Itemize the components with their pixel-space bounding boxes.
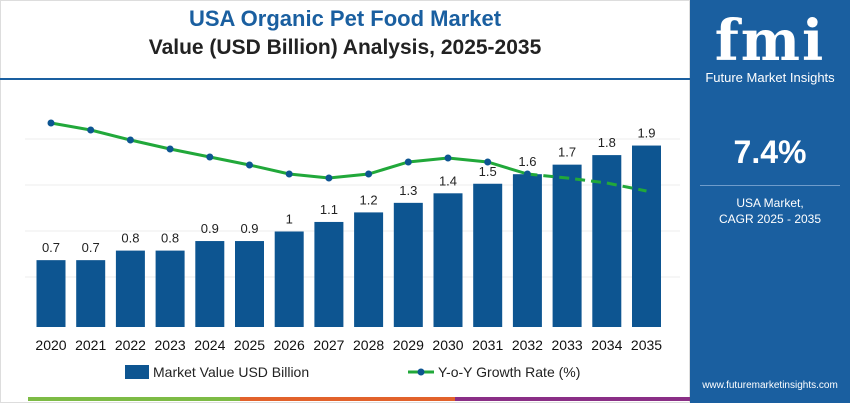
bar-value-label: 0.7 <box>42 240 60 255</box>
footer-stripe-green <box>28 397 240 401</box>
bar-value-label: 0.9 <box>201 221 219 236</box>
bar <box>76 260 106 327</box>
bar <box>354 212 384 327</box>
bar-value-label: 1.1 <box>320 202 338 217</box>
bar-value-label: 0.7 <box>82 240 100 255</box>
legend-bar-swatch <box>125 365 149 379</box>
footer-stripe-purple <box>455 397 690 401</box>
growth-line <box>50 121 528 180</box>
growth-point <box>47 119 55 127</box>
x-tick-label: 2029 <box>393 337 424 353</box>
bar <box>512 174 542 327</box>
bar-value-label: 0.8 <box>121 231 139 246</box>
x-tick-label: 2030 <box>432 337 463 353</box>
bar <box>235 241 264 327</box>
growth-point <box>484 158 492 166</box>
bar <box>393 202 423 327</box>
growth-point <box>444 154 452 162</box>
bar-value-label: 1.7 <box>558 145 576 160</box>
x-tick-label: 2031 <box>472 337 503 353</box>
bar <box>632 145 661 327</box>
bar <box>155 250 185 327</box>
bar <box>115 250 145 327</box>
growth-point <box>325 174 333 182</box>
bar-value-label: 0.8 <box>161 231 179 246</box>
growth-point <box>166 145 174 153</box>
x-tick-label: 2026 <box>274 337 305 353</box>
footer-stripe-orange <box>240 397 455 401</box>
legend-line-swatch <box>408 368 434 376</box>
website-url[interactable]: www.futuremarketinsights.com <box>702 380 838 391</box>
bar <box>195 241 225 327</box>
growth-point <box>246 161 253 169</box>
growth-point <box>87 126 95 134</box>
x-tick-label: 2024 <box>194 337 225 353</box>
bar-value-label: 1.9 <box>637 126 655 141</box>
x-tick-label: 2035 <box>631 337 662 353</box>
bar-value-label: 1 <box>286 212 293 227</box>
bar <box>314 221 344 327</box>
x-tick-label: 2020 <box>35 337 66 353</box>
title-divider <box>0 78 690 80</box>
logo-text: Future Market Insights <box>705 70 835 85</box>
chart-plot: 0.7 2020 0.7 2021 0.8 2022 0.8 2023 0.9 2024 0.9 20… <box>25 119 680 353</box>
bar-value-label: 1.3 <box>399 183 417 198</box>
cagr-label-period: CAGR 2025 - 2035 <box>718 212 822 226</box>
bar <box>274 231 304 327</box>
growth-point <box>206 153 214 161</box>
legend-line-label: Y-o-Y Growth Rate (%) <box>438 364 581 380</box>
bar-value-label: 1.2 <box>360 192 378 207</box>
x-tick-label: 2034 <box>591 337 622 353</box>
bar-value-label: 1.4 <box>439 173 457 188</box>
bar-value-label: 1.8 <box>598 135 616 150</box>
bar <box>552 164 582 327</box>
bar-value-label: 0.9 <box>240 221 258 236</box>
legend-bar-label: Market Value USD Billion <box>153 364 310 380</box>
legend-bar: Market Value USD Billion <box>125 364 309 380</box>
growth-point <box>365 170 373 178</box>
bar-value-label: 1.6 <box>518 154 536 169</box>
cagr-label-market: USA Market, <box>736 196 804 210</box>
chart-subtitle: Value (USD Billion) Analysis, 2025-2035 <box>148 36 542 59</box>
x-tick-label: 2022 <box>115 337 146 353</box>
growth-point <box>126 136 134 144</box>
x-tick-label: 2021 <box>75 337 106 353</box>
x-tick-label: 2025 <box>234 337 265 353</box>
sidebar-divider <box>700 185 840 186</box>
x-tick-label: 2032 <box>512 337 543 353</box>
growth-point <box>285 170 293 178</box>
growth-point <box>523 170 531 178</box>
x-tick-label: 2027 <box>313 337 344 353</box>
bar <box>473 183 503 327</box>
x-tick-label: 2028 <box>353 337 384 353</box>
bar-value-label: 1.5 <box>479 164 497 179</box>
bar <box>433 193 463 327</box>
cagr-value: 7.4% <box>733 134 807 170</box>
x-tick-label: 2023 <box>155 337 186 353</box>
sidebar-panel: fmi Future Market Insights 7.4% USA Mark… <box>690 0 850 403</box>
legend-line: Y-o-Y Growth Rate (%) <box>408 364 580 380</box>
bar <box>36 260 66 327</box>
fmi-logo: fmi <box>714 8 826 74</box>
chart-title: USA Organic Pet Food Market <box>188 6 502 31</box>
growth-line-forecast <box>527 172 647 193</box>
growth-point <box>404 158 412 166</box>
x-tick-label: 2033 <box>552 337 583 353</box>
